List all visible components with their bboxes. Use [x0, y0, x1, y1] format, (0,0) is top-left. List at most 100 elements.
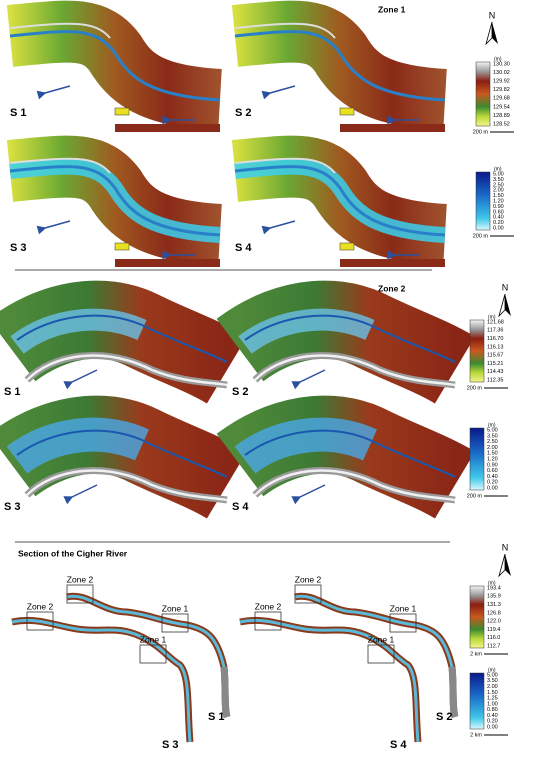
river: [9, 30, 221, 102]
legend-label: 2.50: [487, 439, 498, 445]
legend-label: 0.90: [493, 204, 504, 210]
legend-label: 128.89: [493, 113, 510, 119]
legend-label: 130.02: [493, 70, 510, 76]
river: [234, 165, 446, 237]
field: [114, 107, 130, 116]
legend-label: 1.50: [493, 193, 504, 199]
scenario-label: S 1: [10, 107, 27, 119]
map: S 4: [216, 395, 476, 519]
flow-arrow: [63, 484, 98, 505]
legend-label: 0.00: [487, 485, 498, 491]
road: [9, 22, 111, 39]
legend-label: 0.60: [493, 209, 504, 215]
legend-label: 1.50: [487, 451, 498, 457]
legend-label: 116.0: [487, 635, 500, 641]
zone-title: Zone 2: [378, 283, 406, 293]
river-track: [239, 618, 420, 743]
legend-label: 0.20: [487, 719, 498, 725]
field: [339, 242, 355, 251]
legend-label: 119.4: [487, 627, 500, 633]
legend-unit: (m): [494, 166, 502, 172]
legend-label: 112.7: [487, 643, 500, 649]
legend-label: 129.68: [493, 96, 510, 102]
legend-bar: [469, 427, 485, 491]
zone-box-label: Zone 1: [368, 634, 395, 644]
north-arrow: [498, 293, 506, 318]
legend-label: 0.80: [487, 707, 498, 713]
legend-label: 1.50: [487, 690, 498, 696]
flow-arrow: [36, 85, 71, 100]
zone-box-label: Zone 1: [390, 603, 417, 613]
map: S 1: [6, 0, 223, 132]
zone-title: Zone 1: [378, 4, 406, 14]
legend-label: 2.00: [487, 684, 498, 690]
legend-label: 0.40: [487, 713, 498, 719]
north-arrow: [505, 554, 511, 576]
legend-unit: (m): [488, 580, 496, 586]
legend-label: 131.3: [487, 602, 501, 608]
scale-label: 200 m: [467, 385, 483, 391]
zone-box-label: Zone 2: [67, 574, 94, 584]
map: S 3: [6, 135, 223, 267]
legend-label: 0.40: [487, 474, 498, 480]
legend-label: 1.25: [487, 696, 498, 702]
road: [234, 157, 336, 174]
flood-area: [10, 308, 147, 354]
scenario-label: S 4: [232, 501, 249, 513]
legend-label: 126.8: [487, 610, 501, 616]
legend-label: 3.50: [493, 177, 504, 183]
legend-label: 112.35: [487, 377, 503, 383]
flood-area: [234, 417, 377, 474]
river: [9, 165, 221, 237]
scenario-label: S 3: [162, 739, 179, 751]
flow-arrow: [291, 484, 326, 505]
flood-area: [6, 417, 149, 474]
legend-bar: [475, 61, 491, 127]
road: [254, 469, 456, 502]
legend-bar: [469, 585, 485, 649]
field: [339, 107, 355, 116]
river: [16, 429, 228, 478]
scenario-label: S 1: [208, 711, 225, 723]
legend-bar: [469, 672, 485, 730]
map: Zone 2 Zone 2 Zone 1 Zone 1 S 1 S 3: [11, 574, 231, 751]
legend-label: 0.40: [493, 215, 504, 221]
legend-label: 0.20: [487, 480, 498, 486]
legend-bar: [469, 319, 485, 383]
map: S 4: [231, 135, 448, 267]
legend-unit: (m): [488, 422, 496, 428]
map: Zone 2 Zone 2 Zone 1 Zone 1 S 2 S 4: [239, 574, 459, 751]
flow-arrow: [36, 220, 71, 235]
river-track: [66, 594, 229, 718]
legend-label: 3.50: [487, 433, 498, 439]
legend-label: 5.00: [487, 427, 498, 433]
legend-label: 3.50: [487, 678, 498, 684]
zone-box: [26, 611, 54, 631]
river-track: [11, 618, 192, 743]
legend-label: 5.00: [493, 171, 504, 177]
north-label: N: [489, 10, 496, 20]
legend-label: 135.9: [487, 594, 501, 600]
scenario-label: S 1: [4, 386, 21, 398]
legend-label: 193.4: [487, 585, 501, 591]
legend-label: 128.52: [493, 121, 510, 127]
legend-label: 115.67: [487, 353, 503, 359]
scenario-label: S 3: [10, 242, 27, 254]
scenario-label: S 4: [235, 242, 252, 254]
river-end: [220, 666, 231, 719]
north-label: N: [502, 542, 509, 552]
flow-arrow: [261, 220, 296, 235]
legend-label: 2.00: [493, 188, 504, 194]
scenario-label: S 2: [232, 386, 249, 398]
zone-box: [161, 613, 189, 633]
legend-unit: (m): [494, 56, 502, 62]
zone-box-label: Zone 1: [162, 603, 189, 613]
legend-label: 0.60: [487, 468, 498, 474]
legend-label: 117.36: [487, 328, 503, 334]
map: S 1: [0, 280, 248, 404]
river: [244, 314, 456, 363]
road: [254, 354, 456, 387]
road: [26, 469, 228, 502]
zone-box: [254, 611, 282, 631]
map: S 2: [216, 280, 476, 404]
